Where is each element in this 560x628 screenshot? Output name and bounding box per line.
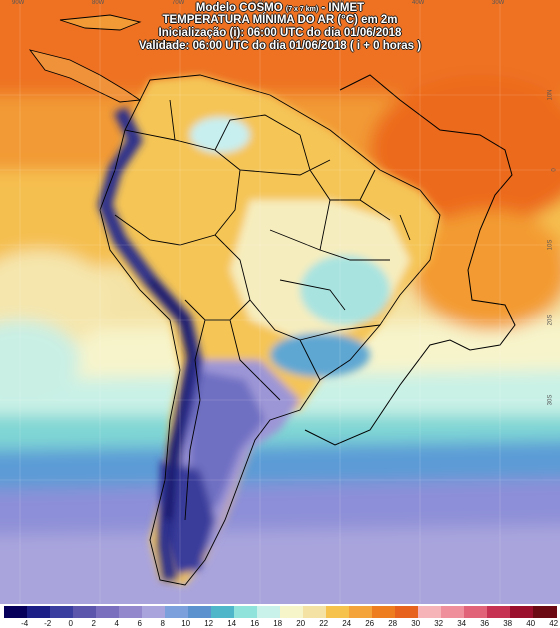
andes-core (147, 278, 194, 521)
colorbar-tick-label: 26 (365, 619, 375, 628)
colorbar-swatch (211, 606, 235, 618)
colorbar-tick-label: 40 (526, 619, 536, 628)
colorbar-tick-label: 20 (296, 619, 306, 628)
model-resolution: (7 x 7 km) (285, 6, 319, 13)
atlantic-warm-2 (410, 210, 560, 330)
colorbar-tick-label: 22 (319, 619, 329, 628)
colorbar-tick-label: 34 (457, 619, 467, 628)
lat-label: 30S (547, 394, 554, 406)
se-brazil-cool (300, 255, 390, 325)
colorbar-swatch (303, 606, 327, 618)
lon-label: 40W (412, 0, 425, 6)
south-brazil-teal (270, 333, 370, 377)
lon-label: 60W (252, 0, 265, 6)
valid-time: Validade: 06:00 UTC do dia 01/06/2018 ( … (138, 40, 422, 52)
colorbar-swatch (395, 606, 419, 618)
colorbar-swatch (234, 606, 258, 618)
colorbar-swatch (441, 606, 465, 618)
lon-label: 90W (12, 0, 25, 6)
band-lavender (0, 478, 560, 540)
graticule (0, 0, 560, 604)
colorbar-swatch (142, 606, 166, 618)
colorbar-swatch (372, 606, 396, 618)
colorbar-swatch (349, 606, 373, 618)
colorbar-swatch (280, 606, 304, 618)
colorbar-swatch (119, 606, 143, 618)
colorbar-swatch (188, 606, 212, 618)
colorbar-swatch (326, 606, 350, 618)
colorbar-tick-label: 42 (549, 619, 559, 628)
pacific-cool-2 (0, 320, 80, 400)
title-line-2: TEMPERATURA MÍNIMA DO AR (°C) em 2m (162, 14, 398, 26)
colorbar-swatch (533, 606, 557, 618)
lat-label: 20S (547, 314, 554, 326)
colorbar-swatch (27, 606, 51, 618)
band-light-lavender (0, 525, 560, 604)
colorbar-swatch (510, 606, 534, 618)
colorbar-tick-label: 12 (204, 619, 214, 628)
colorbar-swatch (96, 606, 120, 618)
colorbar-tick-label: -4 (21, 619, 29, 628)
colorbar-swatch (4, 606, 28, 618)
colorbar-tick-label: 28 (388, 619, 398, 628)
colorbar-tick-label: 36 (480, 619, 490, 628)
colorbar-swatch (165, 606, 189, 618)
colorbar-tick-label: 0 (68, 619, 73, 628)
lon-label: 70W (172, 0, 185, 6)
lat-label: 10N (547, 89, 554, 101)
colorbar-tick-label: 8 (160, 619, 165, 628)
colorbar-tick-label: 24 (342, 619, 352, 628)
cone-blue (190, 370, 265, 520)
atlantic-hot (370, 75, 560, 225)
central-america (28, 14, 176, 103)
colorbar-swatch (418, 606, 442, 618)
colorbar-tick-label: 16 (250, 619, 260, 628)
model-institute: - INMET (321, 2, 365, 14)
lon-label: 30W (492, 0, 505, 6)
country-borders (99, 74, 441, 586)
colorbar-tick-label: 4 (114, 619, 119, 628)
colorbar-tick-label: 14 (227, 619, 237, 628)
colorbar-tick-label: 2 (91, 619, 96, 628)
colorbar-tick-label: 32 (434, 619, 444, 628)
colorbar-tick-label: 6 (137, 619, 142, 628)
colorbar-tick-label: 38 (503, 619, 513, 628)
colorbar-tick-label: -2 (44, 619, 52, 628)
colorbar-tick-label: 10 (181, 619, 191, 628)
colorbar-tick-label: 30 (411, 619, 421, 628)
lat-label: 0 (551, 168, 558, 172)
domain-boundary (304, 74, 516, 446)
guiana-cool (190, 117, 250, 153)
lon-label: 50W (332, 0, 345, 6)
colorbar-swatch (464, 606, 488, 618)
lat-label: 10S (547, 239, 554, 251)
title-line-1: Modelo COSMO (7 x 7 km) - INMET (0, 2, 560, 16)
init-time: Inicialização (i): 06:00 UTC do dia 01/0… (158, 27, 402, 39)
lon-label: 80W (92, 0, 105, 6)
model-name: Modelo COSMO (195, 2, 283, 14)
colorbar-swatch (73, 606, 97, 618)
colorbar-swatch (257, 606, 281, 618)
colorbar-tick-label: 18 (273, 619, 283, 628)
colorbar-swatch (50, 606, 74, 618)
colorbar-swatch (487, 606, 511, 618)
band-blue (0, 440, 560, 495)
